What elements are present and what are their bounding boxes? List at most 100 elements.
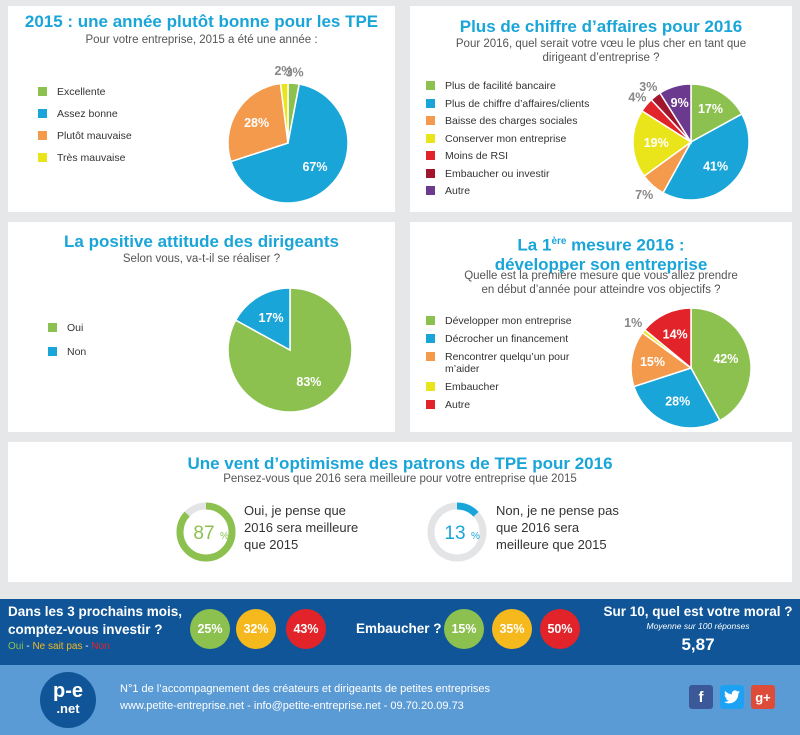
title-sup: ère xyxy=(551,236,567,247)
gauge-fill xyxy=(427,502,487,562)
legend-item: Embaucher xyxy=(426,381,596,393)
legend-item: Plutôt mauvaise xyxy=(38,130,132,142)
legend-item: Excellente xyxy=(38,86,132,98)
pie-chart-voeu: 17% 41% 7% 19% 4%3% 9% xyxy=(628,80,750,202)
pie-slice xyxy=(630,331,693,388)
legend-swatch xyxy=(426,116,435,125)
logo-bottom: .net xyxy=(56,701,80,716)
legend-label: Excellente xyxy=(57,86,106,98)
legend-swatch xyxy=(426,168,435,178)
legend-swatch xyxy=(38,109,47,118)
moral-note: Moyenne sur 100 réponses xyxy=(646,621,750,631)
pie-slice xyxy=(690,307,752,422)
legend-sep: - xyxy=(23,641,33,652)
legend-item: Autre xyxy=(426,185,589,197)
slice-label: 17% xyxy=(698,102,723,116)
legend-label: Développer mon entreprise xyxy=(445,315,572,327)
pie-slice xyxy=(643,307,692,370)
pie-chart-2015: 3% 67% 28% 2% xyxy=(227,64,349,204)
googleplus-icon[interactable]: g+ xyxy=(751,685,775,709)
chart-subtitle: Quelle est la première mesure que vous a… xyxy=(464,270,738,296)
legend-nsp: Ne sait pas xyxy=(32,641,83,652)
legend-item: Plus de facilité bancaire xyxy=(426,80,589,92)
pie-slice xyxy=(227,82,289,163)
slice-label: 67% xyxy=(302,160,327,174)
legend-swatch xyxy=(426,352,435,361)
legend-item: Autre xyxy=(426,399,596,411)
legend-label: Non xyxy=(67,346,87,358)
invest-question: Dans les 3 prochains mois, comptez-vous … xyxy=(8,604,183,637)
gauge-no-text: Non, je ne pense pas que 2016 sera meill… xyxy=(496,503,619,552)
hire-nsp-circle: 35% xyxy=(492,609,532,649)
moral-value: 5,87 xyxy=(681,635,715,654)
legend-swatch xyxy=(426,81,435,90)
legend-item: Développer mon entreprise xyxy=(426,315,596,327)
pie-slice xyxy=(279,82,289,144)
invest-non-circle: 43% xyxy=(286,609,326,649)
slice-label: 41% xyxy=(703,160,728,174)
hire-oui-circle: 15% xyxy=(444,609,484,649)
legend-label: Autre xyxy=(445,185,471,197)
legend-item: Conserver mon entreprise xyxy=(426,133,589,145)
slice-label: 83% xyxy=(296,375,321,389)
legend-label: Oui xyxy=(67,322,84,334)
footer-contact[interactable]: www.petite-entreprise.net - info@petite-… xyxy=(120,700,464,712)
legend-swatch xyxy=(48,347,57,356)
invest-legend: Oui - Ne sait pas - Non xyxy=(8,641,110,652)
optimism-title: Une vent d’optimisme des patrons de TPE … xyxy=(187,454,613,473)
chart-title: La positive attitude des dirigeants xyxy=(64,232,339,251)
legend-swatch xyxy=(426,98,435,108)
gauge-no: 13% xyxy=(427,502,487,562)
slice-label: 4% xyxy=(628,91,646,105)
slice-label: 28% xyxy=(665,394,690,408)
gauge-yes: 87% xyxy=(176,502,236,562)
chart-subtitle: Pour 2016, quel serait votre vœu le plus… xyxy=(455,38,747,64)
legend-label: Rencontrer quelqu’un pour m’aider xyxy=(445,351,570,375)
chart-legend: Développer mon entreprise Décrocher un f… xyxy=(426,315,596,411)
chart-legend: Excellente Assez bonne Plutôt mauvaise T… xyxy=(38,86,132,164)
slice-label: 14% xyxy=(663,327,688,341)
legend-swatch xyxy=(38,131,47,140)
survey-bar: Dans les 3 prochains mois, comptez-vous … xyxy=(0,599,800,665)
legend-item: Non xyxy=(48,346,86,358)
legend-swatch xyxy=(426,400,435,409)
gauge-unit: % xyxy=(220,531,229,542)
legend-label: Plutôt mauvaise xyxy=(57,130,132,142)
gauge-unit: % xyxy=(471,531,480,542)
chart-legend: Oui Non xyxy=(48,322,86,358)
card-attitude: La positive attitude des dirigeants Selo… xyxy=(8,222,395,432)
facebook-icon[interactable]: f xyxy=(689,685,713,709)
pie-slice xyxy=(632,367,721,429)
pie-slice xyxy=(662,113,750,201)
gauge-fill xyxy=(176,502,236,562)
gauge-yes-text: Oui, je pense que 2016 sera meilleure qu… xyxy=(244,503,359,552)
legend-label: Baisse des charges sociales xyxy=(445,115,578,127)
pie-slice xyxy=(632,109,693,178)
legend-label: Embaucher xyxy=(445,381,499,393)
slice-label: 28% xyxy=(244,116,269,130)
legend-swatch xyxy=(38,87,47,96)
pie-slice xyxy=(234,287,291,352)
slice-label: 7% xyxy=(635,188,653,202)
legend-label: Conserver mon entreprise xyxy=(445,132,567,145)
logo[interactable]: p-e .net xyxy=(40,672,96,728)
moral-question: Sur 10, quel est votre moral ? xyxy=(603,604,793,619)
legend-item: Décrocher un financement xyxy=(426,333,596,345)
slice-label: 9% xyxy=(671,96,689,110)
footer: p-e .net N°1 de l’accompagnement des cré… xyxy=(0,665,800,735)
legend-item: Baisse des charges sociales xyxy=(426,115,589,127)
title-part: La 1 xyxy=(517,235,552,255)
twitter-icon[interactable] xyxy=(720,685,744,709)
legend-swatch xyxy=(426,334,435,343)
invest-oui-circle: 25% xyxy=(190,609,230,649)
legend-swatch xyxy=(38,153,47,162)
chart-legend: Plus de facilité bancaire Plus de chiffr… xyxy=(426,80,589,197)
hire-question: Embaucher ? xyxy=(356,621,442,636)
pie-chart-attitude: 83% 17% xyxy=(227,287,353,413)
legend-label: Plus de facilité bancaire xyxy=(445,80,556,92)
slice-label: 3% xyxy=(286,66,304,80)
legend-swatch xyxy=(426,316,435,325)
legend-item: Plus de chiffre d’affaires/clients xyxy=(426,98,589,110)
legend-swatch xyxy=(426,133,435,143)
legend-sep: - xyxy=(82,641,92,652)
